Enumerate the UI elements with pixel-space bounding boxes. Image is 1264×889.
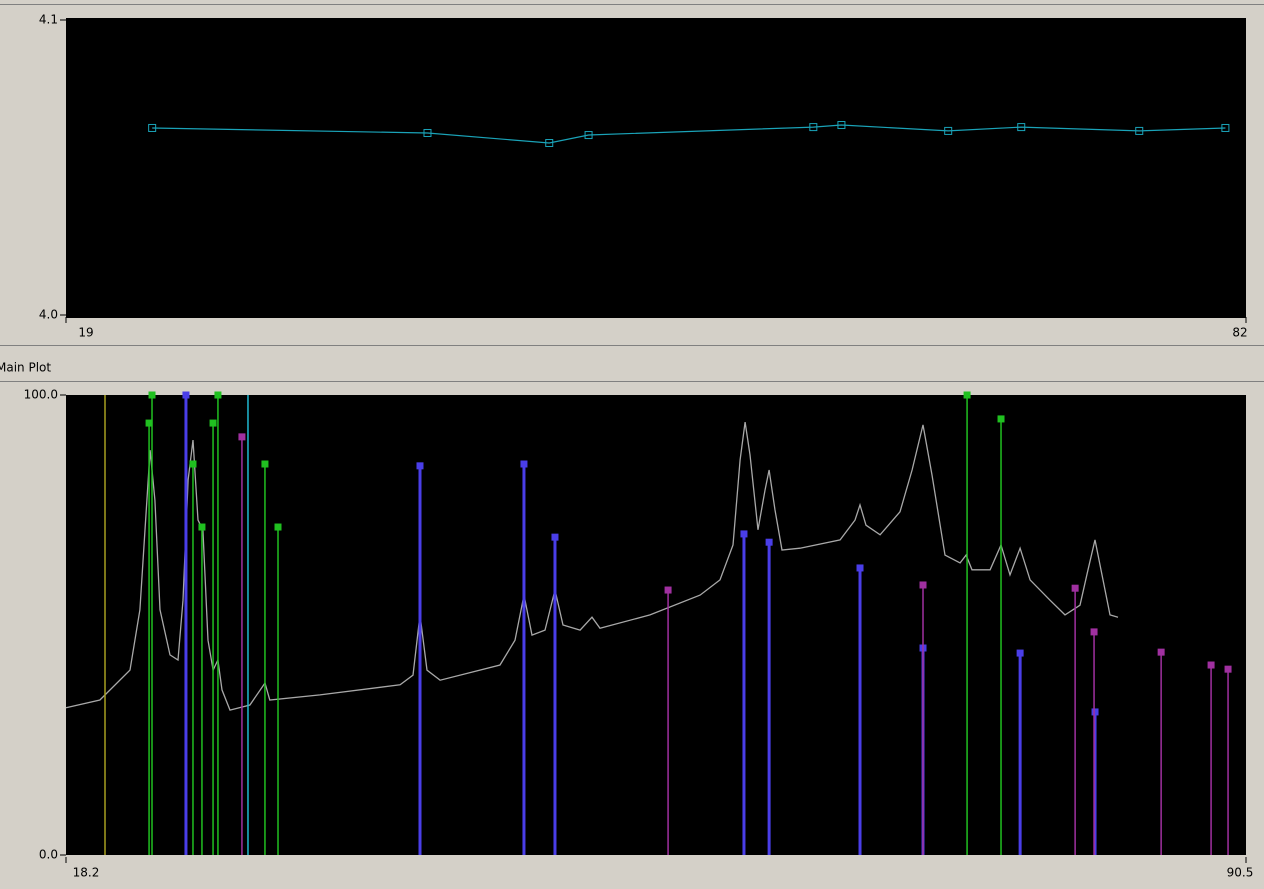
- stem-marker: [1090, 628, 1098, 636]
- stem-marker: [963, 391, 971, 399]
- spectrum-line: [65, 422, 1119, 711]
- plot-area-top: [66, 18, 1246, 318]
- stem-marker: [416, 462, 424, 470]
- stem-marker: [1091, 708, 1099, 716]
- stem-marker: [551, 533, 559, 541]
- stem-marker: [919, 581, 927, 589]
- stem-marker: [856, 564, 864, 572]
- y-tick-label: 4.0: [39, 308, 58, 322]
- data-point: [837, 121, 846, 130]
- data-point: [423, 128, 432, 137]
- stem-marker: [182, 391, 190, 399]
- stem-marker: [1224, 665, 1232, 673]
- stem-marker: [1016, 649, 1024, 657]
- top-border: [0, 4, 1264, 5]
- stem-marker: [664, 586, 672, 594]
- y-tick-label: 0.0: [39, 848, 58, 862]
- stem-marker: [198, 523, 206, 531]
- separator: [0, 345, 1264, 346]
- data-point: [1135, 126, 1144, 135]
- data-point: [1017, 123, 1026, 132]
- stem-marker: [740, 530, 748, 538]
- data-point: [148, 123, 157, 132]
- data-point: [1221, 123, 1230, 132]
- data-point: [584, 131, 593, 140]
- data-point: [809, 123, 818, 132]
- stem-marker: [1207, 661, 1215, 669]
- y-tick-label: 4.1: [39, 13, 58, 27]
- separator: [0, 381, 1264, 382]
- x-tick-label: 19: [78, 326, 93, 340]
- stem-marker: [145, 419, 153, 427]
- stem-marker: [214, 391, 222, 399]
- x-tick-label: 18.2: [73, 866, 100, 880]
- data-line: [152, 124, 1226, 144]
- stem-marker: [1157, 648, 1165, 656]
- plot-title: Main Plot: [0, 361, 51, 375]
- stem-marker: [520, 460, 528, 468]
- y-tick-label: 100.0: [24, 388, 58, 402]
- stem-marker: [261, 460, 269, 468]
- data-point: [545, 139, 554, 148]
- stem-marker: [148, 391, 156, 399]
- x-tick-label: 82: [1232, 326, 1247, 340]
- stem-marker: [997, 415, 1005, 423]
- stem-marker: [1071, 584, 1079, 592]
- x-tick-label: 90.5: [1227, 866, 1254, 880]
- stem-marker: [238, 433, 246, 441]
- stem-marker: [209, 419, 217, 427]
- stem-marker: [765, 538, 773, 546]
- stem-marker: [189, 460, 197, 468]
- data-point: [944, 126, 953, 135]
- plot-area-main: [66, 395, 1246, 855]
- stem-marker: [274, 523, 282, 531]
